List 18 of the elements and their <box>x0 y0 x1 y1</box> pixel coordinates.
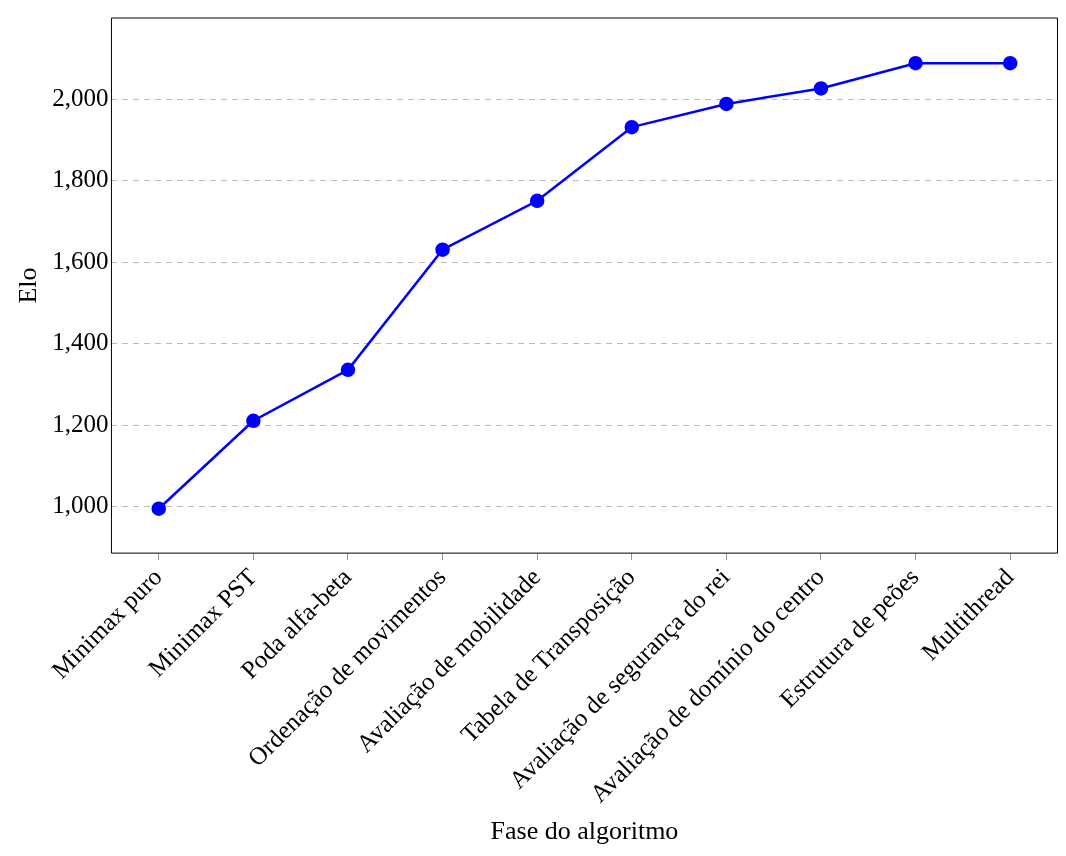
point <box>340 362 356 378</box>
point <box>529 193 545 209</box>
point <box>1002 55 1018 71</box>
point <box>908 55 923 71</box>
y-axis-title: Elo <box>13 267 43 304</box>
point <box>624 119 640 135</box>
y-tick-label: 2,000 <box>52 84 109 112</box>
y-tick-label: 1,200 <box>52 409 109 437</box>
y-tick-label: 1,600 <box>52 246 109 274</box>
point <box>719 96 734 112</box>
y-tick-label: 1,400 <box>52 328 109 356</box>
y-tick-label: 1,800 <box>52 165 109 193</box>
point <box>246 413 261 429</box>
point <box>435 242 450 257</box>
point <box>151 501 166 516</box>
x-axis-title: Fase do algoritmo <box>490 816 679 846</box>
y-tick-label: 1,000 <box>52 491 109 519</box>
point <box>813 81 829 96</box>
